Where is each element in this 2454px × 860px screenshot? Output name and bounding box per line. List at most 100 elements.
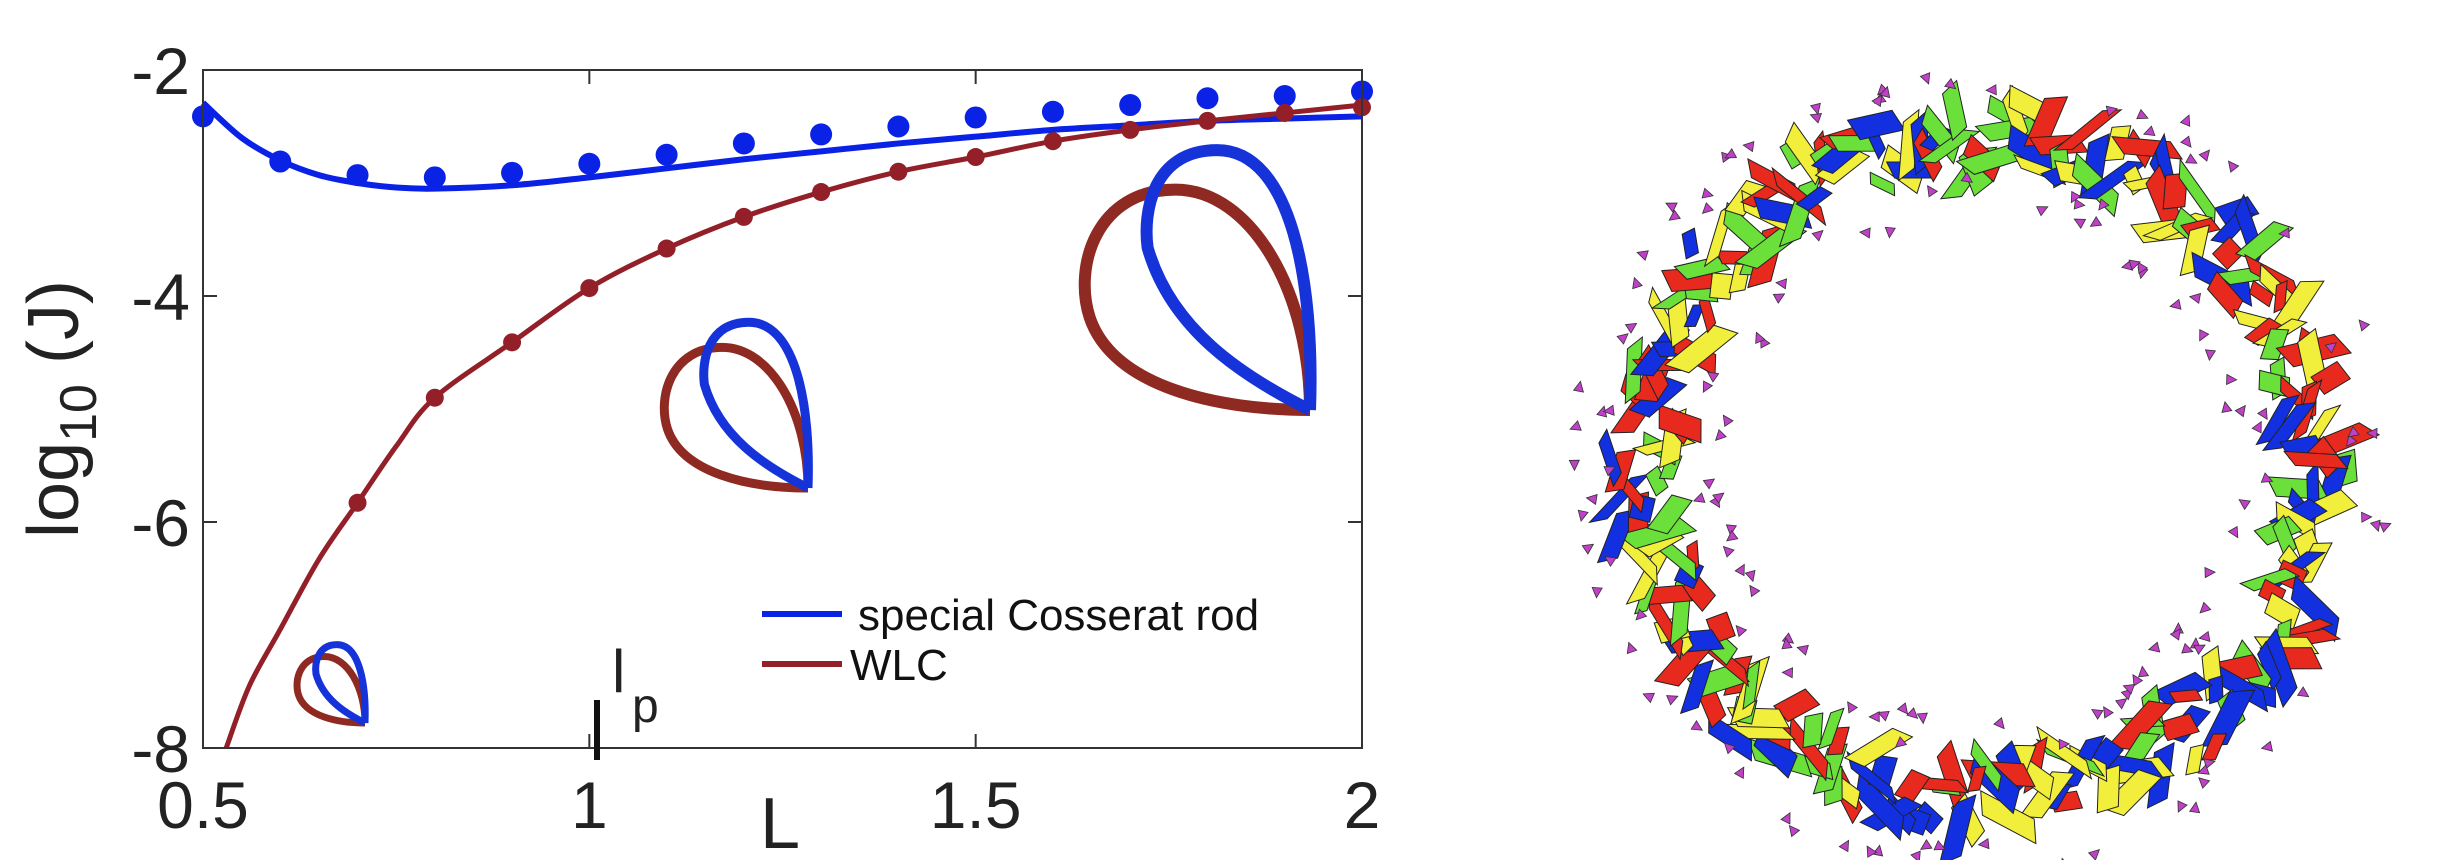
director-arrow xyxy=(2198,149,2211,162)
loop-inset xyxy=(1078,144,1317,416)
rod-segment xyxy=(1938,794,1977,860)
rod-segment xyxy=(1795,185,1833,212)
director-arrow xyxy=(2132,673,2144,687)
svg-text:l: l xyxy=(612,638,625,705)
wlc-loop xyxy=(293,652,369,727)
director-arrow xyxy=(2203,758,2216,770)
director-arrow xyxy=(2278,227,2290,239)
rod-segment xyxy=(1708,711,1753,762)
svg-text:p: p xyxy=(632,680,659,733)
wlc-line xyxy=(223,102,1363,749)
rod-segment xyxy=(1771,166,1827,227)
director-arrow xyxy=(2185,153,2198,164)
wlc-loop xyxy=(659,342,813,493)
cosserat-point xyxy=(1119,94,1142,117)
director-arrow xyxy=(1706,371,1720,383)
director-arrow xyxy=(2379,522,2392,533)
director-arrow xyxy=(2260,740,2273,752)
director-arrow xyxy=(1788,824,1801,838)
director-arrow xyxy=(2256,407,2268,421)
wlc-point xyxy=(889,162,908,181)
rod-segment xyxy=(1598,428,1622,488)
rod-segment xyxy=(1846,109,1906,141)
cosserat-loop xyxy=(699,317,813,493)
legend: special Cosserat rod WLC xyxy=(762,591,1259,690)
director-arrow xyxy=(1585,493,1598,506)
director-arrow xyxy=(2058,738,2071,750)
director-arrow xyxy=(1712,492,1725,504)
director-arrow xyxy=(1742,141,1755,153)
director-arrow xyxy=(1985,84,1997,96)
director-arrow xyxy=(2137,665,2150,678)
director-arrow xyxy=(2369,519,2381,533)
rod-segment xyxy=(1967,765,1987,793)
rod-segment xyxy=(1855,770,1905,842)
axis-ticks: 0.5 1 1.5 2 -8 -6 -4 -2 xyxy=(131,34,1380,842)
director-arrow xyxy=(2345,434,2358,447)
cosserat-point xyxy=(887,115,910,138)
director-arrow xyxy=(2114,698,2128,710)
rod-segment xyxy=(1772,688,1821,723)
director-arrow xyxy=(1796,644,1809,656)
rod-segment xyxy=(1826,726,1850,756)
director-arrow xyxy=(2128,259,2141,271)
director-arrow xyxy=(1877,711,1890,722)
rod-segment xyxy=(1846,750,1897,806)
director-arrow xyxy=(2234,404,2246,418)
director-arrow xyxy=(1920,838,1933,850)
director-arrow xyxy=(1919,72,1931,85)
y-tick-label: -8 xyxy=(131,712,190,786)
director-arrow xyxy=(1910,850,1921,860)
cosserat-point xyxy=(1273,84,1296,107)
rod-segment xyxy=(2023,96,2069,147)
rod-segment xyxy=(2208,675,2224,705)
cosserat-point xyxy=(1041,100,1064,123)
director-arrow xyxy=(1722,414,1734,428)
y-tick-label: -6 xyxy=(131,486,190,560)
rod-segment xyxy=(1869,171,1896,197)
director-arrow xyxy=(1781,667,1793,679)
director-arrow xyxy=(2226,373,2238,386)
director-arrow xyxy=(2179,114,2191,127)
director-arrow xyxy=(1577,509,1589,522)
lp-annotation: l p xyxy=(594,638,659,760)
director-arrow xyxy=(1858,227,1871,239)
rod-segment xyxy=(2168,689,2204,703)
director-arrow xyxy=(2142,125,2156,137)
rod-segment xyxy=(1784,121,1825,186)
rod-segment xyxy=(2261,402,2317,451)
director-arrow xyxy=(1569,420,1582,431)
director-arrow xyxy=(1701,202,1714,214)
rod-segment xyxy=(1970,737,2002,793)
director-arrow xyxy=(1701,187,1714,199)
cosserat-point xyxy=(655,143,678,166)
director-arrow xyxy=(1665,202,1678,213)
director-arrow xyxy=(2251,420,2262,434)
rod-segment xyxy=(1893,769,1931,803)
line-chart: 0.5 1 1.5 2 -8 -6 -4 -2 L log10 (J) l p special… xyxy=(14,34,1380,860)
cosserat-point xyxy=(578,152,601,175)
director-arrow xyxy=(1735,624,1748,638)
director-arrow xyxy=(1871,94,1883,108)
wlc-point xyxy=(966,148,985,167)
director-arrow xyxy=(1866,845,1878,858)
wlc-point xyxy=(425,388,444,407)
loop-inset xyxy=(293,641,369,727)
director-arrow xyxy=(2103,706,2114,719)
director-arrow xyxy=(2198,777,2211,789)
director-arrow xyxy=(2147,641,2161,653)
cosserat-line xyxy=(200,100,1363,192)
wlc-point xyxy=(1043,132,1062,151)
director-arrow xyxy=(1809,102,1821,116)
wlc-point xyxy=(348,493,367,512)
director-arrow xyxy=(1572,380,1585,393)
director-arrow xyxy=(1894,736,1908,748)
director-arrow xyxy=(1642,692,1655,704)
director-arrow xyxy=(2204,566,2216,579)
director-arrow xyxy=(1811,229,1824,242)
rod-segment xyxy=(1645,465,1669,497)
x-tick-label: 2 xyxy=(1344,768,1381,842)
rod-segment xyxy=(1596,508,1638,564)
director-arrow xyxy=(2260,472,2274,483)
director-arrow xyxy=(2087,848,2101,860)
